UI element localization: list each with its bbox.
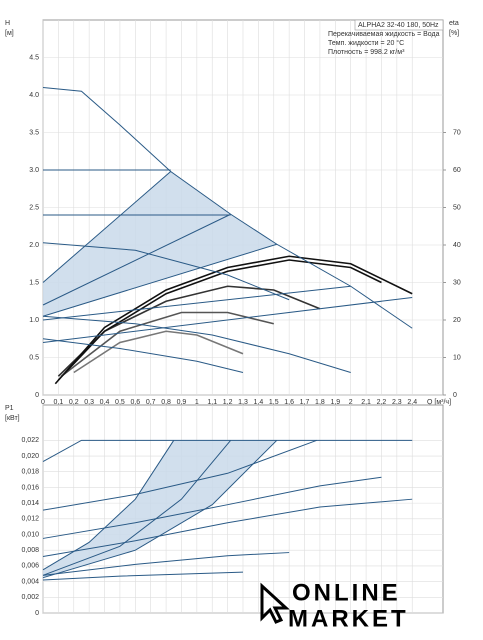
y-tick-label: 2.0 xyxy=(29,242,39,249)
y-axis-label: [кВт] xyxy=(5,415,20,422)
logo-line: ONLINE xyxy=(292,579,401,606)
line xyxy=(57,259,382,381)
x-tick-label: 0,5 xyxy=(115,399,125,406)
y-tick-label: 4.0 xyxy=(29,92,39,99)
x-tick-label: 0,7 xyxy=(146,399,156,406)
y-axis-label: H xyxy=(5,20,10,27)
y-tick-label: 0,018 xyxy=(21,469,39,476)
y2-axis-label: eta xyxy=(449,20,459,27)
y-tick-label: 3.0 xyxy=(29,167,39,174)
x-tick-label: 1,2 xyxy=(223,399,233,406)
area xyxy=(43,440,277,578)
line xyxy=(42,552,290,576)
x-tick-label: 0,2 xyxy=(69,399,79,406)
y-tick-label: 0 xyxy=(35,392,39,399)
y2-tick-label: 60 xyxy=(453,167,461,174)
info-line: Темп. жидкости = 20 °C xyxy=(328,39,404,47)
x-tick-label: 0,9 xyxy=(177,399,187,406)
y-tick-label: 0,022 xyxy=(21,437,39,444)
y2-axis-label: [%] xyxy=(449,30,459,37)
x-axis-label: Q [м³/ч] xyxy=(427,399,451,406)
x-tick-label: 1,4 xyxy=(254,399,264,406)
x-tick-label: 1,5 xyxy=(269,399,279,406)
x-tick-label: 1,9 xyxy=(330,399,340,406)
y2-tick-label: 40 xyxy=(453,242,461,249)
y-tick-label: 0,016 xyxy=(21,484,39,491)
x-tick-label: 0,3 xyxy=(84,399,94,406)
x-tick-label: 2,4 xyxy=(407,399,417,406)
line xyxy=(42,242,290,301)
y-axis-label: [м] xyxy=(5,30,14,37)
info-line: Перекачиваемая жидкость = Вода xyxy=(328,31,440,38)
x-tick-label: 2,2 xyxy=(377,399,387,406)
x-tick-label: 1,1 xyxy=(207,399,217,406)
y-tick-label: 0,020 xyxy=(21,453,39,460)
line xyxy=(42,439,278,579)
y2-tick-label: 10 xyxy=(453,354,461,361)
x-tick-label: 1,3 xyxy=(238,399,248,406)
y-tick-label: 0,012 xyxy=(21,516,39,523)
x-tick-label: 1,6 xyxy=(284,399,294,406)
line xyxy=(42,243,277,317)
y-tick-label: 1.5 xyxy=(29,279,39,286)
y-tick-label: 2.5 xyxy=(29,204,39,211)
x-tick-label: 0 xyxy=(41,399,45,406)
x-tick-label: 1,8 xyxy=(315,399,325,406)
y-axis-label: P1 xyxy=(5,405,14,412)
line xyxy=(42,440,175,571)
x-tick-label: 0,8 xyxy=(161,399,171,406)
line xyxy=(42,315,351,373)
y2-tick-label: 0 xyxy=(453,392,457,399)
line xyxy=(42,571,244,581)
y-tick-label: 1.0 xyxy=(29,317,39,324)
x-tick-label: 2,3 xyxy=(392,399,402,406)
y-tick-label: 3.5 xyxy=(29,129,39,136)
logo-line: MARKET xyxy=(288,605,409,632)
area xyxy=(43,171,277,317)
line xyxy=(42,440,232,576)
x-tick-label: 2 xyxy=(349,399,353,406)
y-tick-label: 0,006 xyxy=(21,563,39,570)
y2-tick-label: 50 xyxy=(453,204,461,211)
x-tick-label: 2,1 xyxy=(361,399,371,406)
y2-tick-label: 70 xyxy=(453,129,461,136)
line xyxy=(54,255,413,385)
line xyxy=(42,297,413,343)
y-tick-label: 0,002 xyxy=(21,594,39,601)
x-tick-label: 0,6 xyxy=(130,399,140,406)
line xyxy=(42,171,172,283)
info-box xyxy=(354,19,444,31)
logo-cursor xyxy=(260,582,290,624)
line xyxy=(42,439,413,462)
line xyxy=(42,439,318,511)
line xyxy=(42,285,351,321)
y-tick-label: 0,010 xyxy=(21,531,39,538)
y-tick-label: 0,014 xyxy=(21,500,39,507)
x-tick-label: 1,7 xyxy=(300,399,310,406)
y-tick-label: 0 xyxy=(35,610,39,617)
x-tick-label: 0,1 xyxy=(54,399,64,406)
y-tick-label: 0.5 xyxy=(29,354,39,361)
y-tick-label: 0,004 xyxy=(21,578,39,585)
line xyxy=(42,213,231,306)
line xyxy=(42,498,413,557)
y2-tick-label: 20 xyxy=(453,317,461,324)
y-tick-label: 4.5 xyxy=(29,54,39,61)
info-line: Плотность = 998.2 кг/м³ xyxy=(328,49,405,56)
info-line: ALPHA2 32-40 180, 50Hz xyxy=(358,22,439,29)
line xyxy=(42,87,413,329)
x-tick-label: 1 xyxy=(195,399,199,406)
line xyxy=(73,330,244,374)
line xyxy=(42,338,244,373)
y-tick-label: 0,008 xyxy=(21,547,39,554)
line xyxy=(42,476,382,539)
y2-tick-label: 30 xyxy=(453,279,461,286)
x-tick-label: 0,4 xyxy=(100,399,110,406)
